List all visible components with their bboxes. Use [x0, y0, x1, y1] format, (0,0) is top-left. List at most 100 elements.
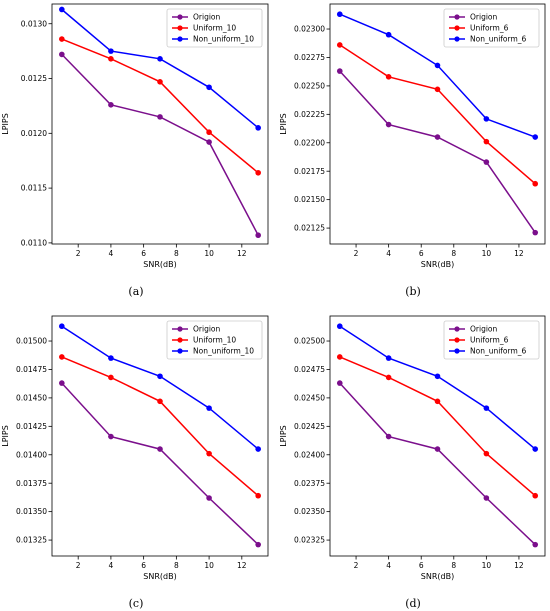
legend-label: Uniform_6	[470, 336, 509, 345]
data-point	[385, 374, 392, 381]
legend-label: Non_uniform_6	[470, 347, 527, 356]
caption-a: (a)	[128, 285, 144, 298]
legend-marker	[177, 337, 183, 343]
data-point	[206, 405, 212, 411]
y-tick-label: 0.0120	[21, 129, 47, 138]
data-point	[483, 405, 490, 411]
data-point	[483, 116, 490, 122]
x-axis-label: SNR(dB)	[421, 260, 454, 269]
x-tick-label: 6	[141, 561, 146, 570]
y-tick-label: 0.02250	[294, 81, 325, 90]
data-point	[157, 114, 163, 120]
legend-marker	[454, 36, 460, 42]
legend: Origion Uniform_6 Non_uniform_6	[443, 320, 540, 360]
data-point	[434, 446, 441, 452]
data-point	[157, 446, 163, 452]
data-point	[385, 121, 392, 128]
x-tick-label: 10	[482, 249, 492, 258]
x-axis-label: SNR(dB)	[143, 260, 176, 269]
data-point	[206, 129, 212, 136]
data-point	[255, 169, 261, 176]
y-tick-label: 0.01500	[16, 337, 47, 346]
data-point	[157, 398, 163, 405]
legend-marker	[177, 348, 183, 354]
legend-label: Origion	[193, 325, 221, 334]
data-point	[59, 323, 65, 330]
plot-frame	[329, 3, 546, 245]
data-point	[385, 31, 392, 38]
x-tick-label: 2	[76, 561, 81, 570]
series-line	[339, 382, 536, 546]
data-point	[336, 354, 343, 360]
y-tick-label: 0.02125	[294, 224, 325, 233]
chart-a: 2 4 6 8 10 12 0.0110 0.0115 0.0120 0.0125 0.0130 SN…	[1, 3, 269, 269]
plot-frame	[329, 315, 546, 557]
legend-label: Non_uniform_10	[193, 35, 254, 44]
legend-label: Uniform_6	[470, 24, 509, 33]
data-point	[108, 433, 114, 440]
data-point	[108, 48, 114, 54]
data-point	[255, 541, 261, 548]
y-tick-label: 0.02450	[294, 393, 325, 402]
series-line	[61, 382, 259, 546]
x-tick-label: 4	[109, 249, 114, 258]
data-point	[434, 86, 441, 93]
y-tick-label: 0.02475	[294, 365, 325, 374]
data-point	[434, 398, 441, 405]
data-point	[206, 139, 212, 145]
x-tick-label: 12	[514, 561, 524, 570]
legend-marker	[454, 14, 460, 20]
data-point	[532, 541, 539, 548]
y-tick-label: 0.01400	[16, 450, 47, 459]
x-tick-label: 10	[204, 249, 214, 258]
legend-marker	[454, 25, 460, 31]
y-tick-label: 0.02325	[294, 536, 325, 545]
data-point	[385, 433, 392, 440]
y-tick-label: 0.0110	[21, 239, 47, 248]
legend-box	[166, 8, 263, 48]
data-point	[157, 79, 163, 85]
data-point	[255, 492, 261, 499]
y-axis-label: LPIPS	[1, 113, 10, 135]
data-point	[434, 134, 441, 140]
x-tick-label: 8	[451, 561, 456, 570]
chart-c: 2 4 6 8 10 12 0.01325 0.01350 0.01375 0.01400 0.01…	[1, 315, 269, 581]
chart-b: 2 4 6 8 10 12 0.02125 0.02150 0.02175 0.02200 0.02…	[279, 3, 546, 269]
x-tick-label: 12	[237, 249, 247, 258]
data-point	[59, 380, 65, 386]
y-tick-label: 0.01425	[16, 422, 47, 431]
x-tick-label: 6	[419, 249, 424, 258]
y-tick-label: 0.02300	[294, 25, 325, 34]
legend-marker	[177, 14, 183, 20]
plot-frame	[51, 3, 269, 245]
x-tick-label: 12	[514, 249, 524, 258]
series-line	[339, 70, 536, 234]
y-tick-label: 0.0130	[21, 19, 47, 28]
data-point	[255, 125, 261, 131]
legend-marker	[177, 25, 183, 31]
y-tick-label: 0.0115	[21, 184, 47, 193]
x-tick-label: 2	[76, 249, 81, 258]
legend-label: Non_uniform_10	[193, 347, 254, 356]
legend-marker	[454, 326, 460, 332]
legend-label: Origion	[193, 13, 221, 22]
x-tick-label: 4	[386, 249, 391, 258]
legend: Origion Uniform_10 Non_uniform_10	[166, 8, 263, 48]
y-tick-label: 0.02425	[294, 422, 325, 431]
legend-label: Origion	[470, 325, 498, 334]
y-tick-label: 0.02275	[294, 53, 325, 62]
legend-box	[443, 320, 540, 360]
x-tick-label: 8	[451, 249, 456, 258]
data-point	[157, 373, 163, 380]
caption-d: (d)	[405, 597, 421, 610]
data-point	[206, 450, 212, 457]
x-tick-label: 8	[174, 561, 179, 570]
data-point	[336, 11, 343, 18]
data-point	[532, 492, 539, 499]
y-tick-label: 0.02150	[294, 195, 325, 204]
data-point	[336, 68, 343, 74]
y-tick-label: 0.02400	[294, 450, 325, 459]
y-tick-label: 0.02200	[294, 138, 325, 147]
data-point	[336, 42, 343, 48]
